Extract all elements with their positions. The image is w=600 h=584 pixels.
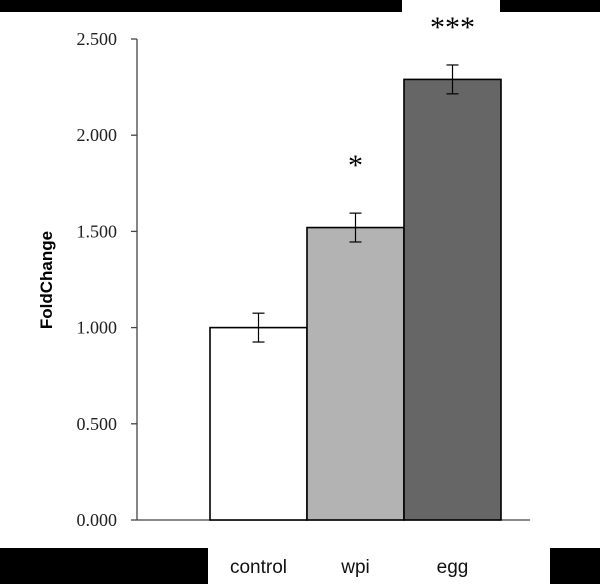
y-tick-label: 1.500 [77, 221, 118, 241]
bar-egg [403, 78, 502, 521]
bar-wpi [306, 226, 405, 521]
top-frame-band-right [500, 0, 600, 12]
significance-egg: *** [430, 11, 475, 44]
bottom-frame-band-right [550, 548, 600, 584]
y-tick-label: 2.000 [77, 125, 118, 145]
plot-area: 0.000 0.500 1.000 1.500 2.000 2.500 control * wp… [77, 11, 530, 578]
top-frame-band-left [0, 0, 402, 12]
y-axis-label: FoldChange [37, 231, 56, 329]
y-tick-label: 0.500 [77, 414, 118, 434]
category-label-control: control [230, 557, 287, 578]
y-tick-label: 0.000 [77, 510, 118, 530]
category-label-egg: egg [437, 557, 469, 578]
category-label-wpi: wpi [340, 557, 370, 578]
y-tick-label: 1.000 [77, 318, 118, 338]
y-tick-label: 2.500 [77, 29, 118, 49]
bar-control [209, 326, 308, 521]
bottom-frame-band-left [0, 548, 208, 584]
significance-wpi: * [348, 149, 363, 182]
